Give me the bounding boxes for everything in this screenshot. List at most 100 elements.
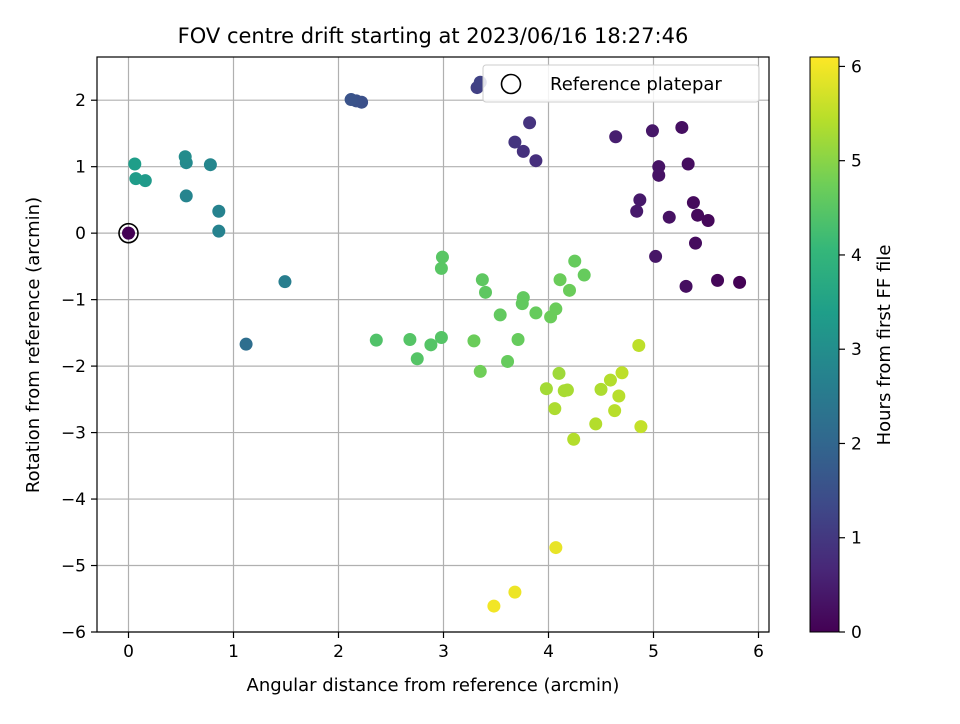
scatter-point — [369, 333, 383, 347]
scatter-point — [239, 337, 253, 351]
scatter-point — [567, 432, 581, 446]
y-tick-label: 2 — [75, 91, 86, 111]
colorbar-tick-label: 1 — [851, 529, 862, 549]
colorbar-ticks: 0 1 2 3 4 5 6 — [839, 57, 862, 643]
colorbar-label: Hours from first FF file — [874, 245, 895, 446]
y-axis: −6 −5 −4 −3 −2 −1 0 1 2 — [61, 91, 97, 643]
scatter-point — [475, 273, 489, 287]
scatter-point — [434, 261, 448, 275]
scatter-point — [560, 383, 574, 397]
scatter-point — [278, 275, 292, 289]
scatter-point — [733, 275, 747, 289]
scatter-point — [630, 204, 644, 218]
reference-marker — [118, 222, 139, 244]
y-tick-label: −2 — [61, 357, 86, 377]
scatter-point — [652, 160, 666, 174]
scatter-point — [679, 279, 693, 293]
scatter-point — [129, 172, 143, 186]
scatter-point — [511, 333, 525, 347]
scatter-point — [563, 283, 576, 297]
y-axis-label: Rotation from reference (arcmin) — [23, 197, 44, 493]
scatter-point — [675, 120, 689, 134]
chart-title: FOV centre drift starting at 2023/06/16 … — [178, 24, 689, 48]
y-tick-label: 1 — [75, 158, 86, 178]
y-tick-label: −6 — [61, 623, 86, 643]
scatter-point — [539, 382, 553, 396]
scatter-point — [128, 157, 142, 171]
scatter-point — [686, 196, 700, 210]
scatter-point — [594, 382, 608, 396]
y-tick-label: −1 — [61, 291, 86, 311]
scatter-point — [689, 236, 702, 250]
x-tick-label: 4 — [543, 642, 554, 662]
colorbar-tick-label: 2 — [851, 434, 862, 454]
colorbar-tick-label: 5 — [851, 152, 862, 172]
scatter-point — [529, 306, 543, 320]
legend-reference-marker — [500, 73, 522, 95]
scatter-point — [212, 204, 226, 218]
grid-layer — [97, 57, 769, 633]
x-tick-label: 1 — [228, 642, 239, 662]
scatter-point — [649, 249, 663, 263]
x-axis-label: Angular distance from reference (arcmin) — [247, 675, 620, 696]
legend-entry-reference: Reference platepar — [550, 74, 722, 95]
scatter-point — [515, 297, 529, 311]
legend-box — [482, 64, 760, 103]
scatter-point — [612, 389, 626, 403]
scatter-point — [609, 130, 623, 144]
scatter-point — [473, 364, 487, 378]
scatter-point — [529, 154, 543, 168]
scatter-point — [344, 93, 358, 107]
scatter-point — [549, 541, 563, 555]
scatter-point — [681, 157, 695, 171]
scatter-point — [632, 338, 646, 352]
x-axis: 0 1 2 3 4 5 6 — [123, 632, 764, 662]
scatter-point — [701, 214, 715, 228]
scatter-point — [615, 366, 629, 380]
x-tick-label: 6 — [753, 642, 764, 662]
scatter-point — [467, 334, 481, 348]
scatter-point — [203, 158, 217, 172]
scatter-point — [516, 144, 530, 158]
y-tick-label: −3 — [61, 424, 86, 444]
colorbar-tick-label: 6 — [851, 57, 862, 77]
scatter-point — [691, 208, 705, 222]
scatter-point — [212, 224, 226, 238]
colorbar-tick-label: 3 — [851, 340, 862, 360]
scatter-point — [589, 417, 603, 431]
scatter-point — [501, 354, 515, 368]
plot-frame — [96, 56, 770, 633]
scatter-point — [508, 135, 522, 149]
scatter-point — [410, 352, 424, 366]
scatter-point — [645, 124, 659, 138]
scatter-point — [633, 193, 647, 207]
points-layer — [118, 75, 747, 613]
scatter-point — [553, 273, 567, 287]
scatter-point — [178, 150, 192, 164]
scatter-point — [552, 366, 566, 380]
legend: Reference platepar — [482, 64, 760, 103]
scatter-point — [577, 268, 591, 282]
x-tick-label: 0 — [123, 642, 134, 662]
scatter-point — [634, 420, 648, 434]
scatter-point — [493, 308, 507, 322]
colorbar-tick-label: 0 — [851, 623, 862, 643]
scatter-point — [508, 585, 522, 599]
y-tick-label: −5 — [61, 557, 86, 577]
scatter-point — [479, 285, 492, 299]
scatter-point — [403, 333, 417, 347]
scatter-point — [424, 338, 438, 352]
scatter-point — [179, 189, 193, 203]
scatter-point — [603, 373, 617, 387]
scatter-point — [544, 310, 558, 324]
scatter-point — [487, 599, 501, 613]
scatter-point — [568, 254, 582, 268]
colorbar — [809, 56, 840, 633]
scatter-point — [435, 250, 449, 264]
x-tick-label: 2 — [333, 642, 344, 662]
y-tick-label: 0 — [75, 224, 86, 244]
scatter-point — [662, 210, 676, 224]
scatter-point — [548, 402, 562, 416]
